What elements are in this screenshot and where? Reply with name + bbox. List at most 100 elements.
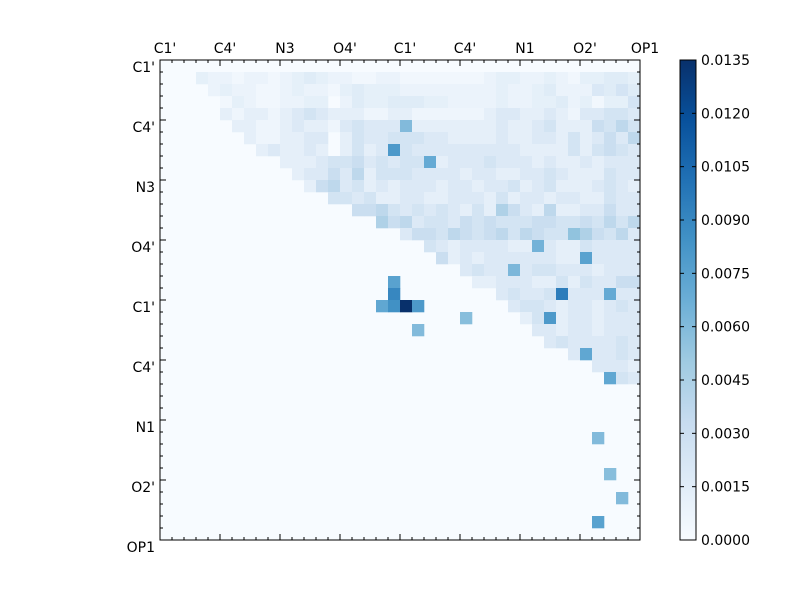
heatmap-cell [604, 120, 617, 133]
heatmap-cell [484, 240, 497, 253]
heatmap-cell [616, 84, 629, 97]
heatmap-cell [520, 252, 533, 265]
heatmap-cell [604, 252, 617, 265]
heatmap-cell [424, 228, 437, 241]
heatmap-cell [424, 156, 437, 169]
heatmap-cell [496, 72, 509, 85]
heatmap-cell [328, 72, 341, 85]
heatmap-cell [340, 96, 353, 109]
heatmap-cell [616, 180, 629, 193]
heatmap-cell [592, 72, 605, 85]
heatmap-cell [616, 372, 629, 385]
heatmap-cell [616, 276, 629, 289]
heatmap-cell [604, 264, 617, 277]
heatmap-cell [412, 132, 425, 145]
heatmap-cell [544, 276, 557, 289]
heatmap-cell [616, 360, 629, 373]
heatmap-cell [532, 300, 545, 313]
heatmap-cell [628, 96, 641, 109]
heatmap-cell [448, 84, 461, 97]
heatmap-cell [400, 216, 413, 229]
heatmap-cell [532, 276, 545, 289]
heatmap-cell [232, 72, 245, 85]
heatmap-cell [568, 168, 581, 181]
colorbar-tick-label: 0.0105 [701, 160, 750, 176]
heatmap-cell [592, 240, 605, 253]
heatmap-cell [532, 324, 545, 337]
heatmap-cell [580, 324, 593, 337]
heatmap-cell [592, 96, 605, 109]
heatmap-cell [268, 96, 281, 109]
heatmap-cell [604, 312, 617, 325]
heatmap-cell [592, 336, 605, 349]
heatmap-cell [532, 96, 545, 109]
heatmap-cell [304, 96, 317, 109]
heatmap-cell [424, 204, 437, 217]
heatmap-cell [448, 180, 461, 193]
heatmap-cell [496, 276, 509, 289]
heatmap-cell [472, 156, 485, 169]
heatmap-cell [364, 120, 377, 133]
heatmap-cell [472, 264, 485, 277]
heatmap-cell [220, 108, 233, 121]
heatmap-cell [424, 192, 437, 205]
heatmap-cell [472, 180, 485, 193]
heatmap-cell [544, 228, 557, 241]
heatmap-cell [364, 168, 377, 181]
heatmap-cell [520, 72, 533, 85]
heatmap-cell [376, 204, 389, 217]
heatmap-cell [568, 180, 581, 193]
heatmap-cell [388, 120, 401, 133]
heatmap-cell [628, 192, 641, 205]
heatmap-cell [460, 120, 473, 133]
heatmap-cell [496, 228, 509, 241]
heatmap-cell [472, 192, 485, 205]
heatmap-cell [592, 348, 605, 361]
heatmap-cell [592, 432, 605, 445]
heatmap-cell [508, 204, 521, 217]
heatmap-cell [376, 168, 389, 181]
heatmap-cell [244, 96, 257, 109]
heatmap-cell [364, 108, 377, 121]
heatmap-cell [556, 264, 569, 277]
heatmap-cell [448, 168, 461, 181]
heatmap-cell [316, 180, 329, 193]
heatmap-cell [232, 108, 245, 121]
heatmap-cell [352, 192, 365, 205]
heatmap-cell [484, 156, 497, 169]
heatmap-cell [544, 312, 557, 325]
heatmap-cell [304, 108, 317, 121]
colorbar-tick-labels: 0.0000 0.0015 0.0030 0.0045 0.0060 0.0075 0.00… [701, 53, 750, 549]
heatmap-cell [304, 144, 317, 157]
heatmap-cell [508, 240, 521, 253]
heatmap-cell [580, 72, 593, 85]
heatmap-cell [436, 96, 449, 109]
heatmap-cell [376, 96, 389, 109]
heatmap-cell [580, 336, 593, 349]
heatmap-cell [580, 96, 593, 109]
heatmap-cell [436, 216, 449, 229]
heatmap-cell [568, 228, 581, 241]
heatmap-cell [496, 192, 509, 205]
heatmap-cell [448, 216, 461, 229]
heatmap-cell [484, 84, 497, 97]
heatmap-cell [616, 168, 629, 181]
heatmap-cell [604, 216, 617, 229]
heatmap-cell [316, 96, 329, 109]
heatmap-cell [508, 288, 521, 301]
heatmap-cell [592, 276, 605, 289]
heatmap-cell [328, 108, 341, 121]
heatmap-cell [544, 96, 557, 109]
heatmap-cell [520, 156, 533, 169]
heatmap-cell [508, 252, 521, 265]
heatmap-cell [268, 108, 281, 121]
heatmap-cell [532, 240, 545, 253]
heatmap-cell [460, 216, 473, 229]
heatmap-cell [244, 108, 257, 121]
heatmap-cell [472, 168, 485, 181]
heatmap-cell [436, 72, 449, 85]
heatmap-cell [592, 228, 605, 241]
heatmap-cell [508, 264, 521, 277]
heatmap-cell [448, 252, 461, 265]
heatmap-cell [520, 180, 533, 193]
